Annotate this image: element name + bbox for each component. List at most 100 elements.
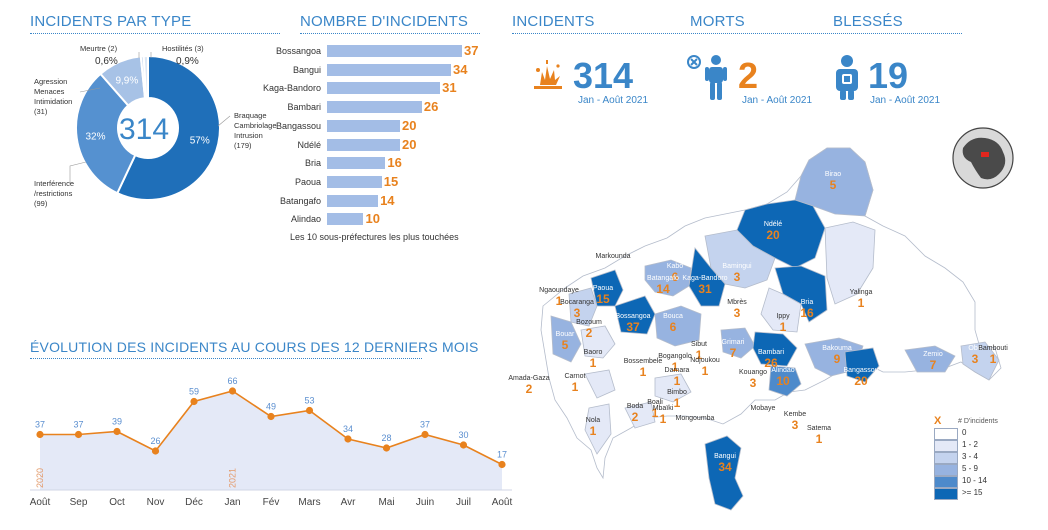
bar — [327, 63, 452, 76]
legend-label: 5 - 9 — [962, 464, 979, 473]
bar-value: 20 — [401, 117, 417, 133]
legend-swatch — [934, 476, 958, 488]
map-legend: 0 1 - 2 3 - 4 5 - 9 10 - 14 >= 15 — [934, 428, 1044, 508]
trend-point — [151, 447, 160, 455]
x-tick-label: Jan — [224, 497, 240, 508]
trend-title: ÉVOLUTION DES INCIDENTS AU COURS DES 12 … — [30, 339, 479, 355]
map-region-count: 1 — [590, 356, 597, 370]
donut-callout-label: Intrusion — [234, 131, 263, 140]
map-region-name: Damara — [665, 367, 690, 374]
map-region-name: Yalinga — [850, 289, 873, 296]
donut-pct-label: 32% — [86, 131, 106, 142]
bar-label: Bambari — [287, 102, 321, 113]
map-region-count: 37 — [626, 320, 640, 334]
trend-data-label: 39 — [112, 417, 122, 427]
x-tick-label: Juin — [416, 497, 434, 508]
trend-title-divider — [30, 358, 422, 359]
map-region-count: 20 — [766, 228, 780, 242]
map-labels: Birao5Ndélé20MarkoundaKabo6Bamingui3Yali… — [508, 171, 1008, 474]
incident-type-donut: 57% 32% 9,9% 314 BraquageCambriolageIntrusio… — [34, 44, 277, 208]
trend-point — [74, 430, 83, 439]
map-region-name: Bouar — [556, 331, 575, 338]
trend-data-label: 37 — [420, 420, 430, 430]
map-region-name: Batangafo — [647, 275, 679, 282]
trend-data-label: 37 — [35, 420, 45, 430]
trend-point — [344, 435, 352, 443]
map-region-count: 1 — [660, 412, 667, 426]
map-region-name: Bossangoa — [615, 313, 650, 320]
donut-pct-label: 9,9% — [115, 75, 138, 86]
legend-label: 10 - 14 — [962, 476, 987, 485]
map-region-name: Nola — [586, 417, 601, 424]
map-region-count: 2 — [586, 326, 593, 340]
bar — [327, 119, 400, 132]
trend-data-label: 17 — [497, 450, 507, 460]
x-tick-label: Juil — [456, 497, 471, 508]
bar-value: 15 — [383, 173, 399, 189]
map-region-count: 1 — [572, 380, 579, 394]
map-region-name: Satema — [807, 425, 831, 432]
year-label: 2021 — [228, 468, 238, 488]
map-region-name: Ngaoundaye — [539, 287, 579, 294]
map-region-name: Bouca — [663, 313, 683, 320]
bar — [327, 175, 382, 188]
map-region-name: Paoua — [593, 285, 613, 292]
bar-value: 16 — [387, 155, 402, 171]
bars-caption: Les 10 sous-préfectures les plus touchée… — [290, 232, 459, 242]
map-region-name: Boali — [647, 399, 663, 406]
bar — [327, 82, 441, 95]
donut-callout-label: 0,6% — [95, 56, 118, 67]
donut-callout-label: Hostilités (3) — [162, 44, 204, 53]
map-region-count: 1 — [652, 406, 659, 420]
map-region-name: Mbaïki — [653, 405, 674, 412]
trend-data-label: 28 — [381, 433, 391, 443]
map-region-count: 3 — [734, 306, 741, 320]
donut-leader-line — [69, 161, 87, 184]
bar-value: 34 — [453, 61, 468, 77]
bar-label: Alindao — [290, 214, 321, 225]
kpi-incidents-title: INCIDENTS — [512, 13, 595, 30]
donut-slice — [142, 54, 149, 100]
map-region-count: 9 — [834, 352, 841, 366]
map-region-count: 14 — [656, 282, 670, 296]
donut-callout-label: (179) — [234, 141, 252, 150]
bar-label: Bangui — [292, 64, 321, 75]
donut-callout-label: Intimidation — [34, 97, 72, 106]
legend-marker-x: X — [934, 415, 942, 427]
kpi-title-divider — [512, 33, 962, 34]
map-region-count: 5 — [830, 178, 837, 192]
x-tick-label: Fév — [263, 497, 280, 508]
legend-swatch — [934, 428, 958, 440]
trend-point — [113, 427, 121, 436]
trend-point — [421, 430, 429, 439]
map-region-count: 26 — [764, 356, 778, 370]
map-region-count: 2 — [526, 382, 533, 396]
map-region-name: Bangui — [714, 453, 736, 460]
x-tick-label: Août — [30, 497, 51, 508]
map-region-count: 1 — [674, 374, 681, 388]
legend-label: >= 15 — [962, 488, 983, 497]
map-region-name: Carnot — [564, 373, 585, 380]
map-region-name: Markounda — [595, 253, 630, 260]
donut-leader-line — [79, 87, 101, 93]
map-region-count: 34 — [718, 460, 732, 474]
explosion-icon — [534, 60, 562, 89]
types-title-divider — [30, 33, 280, 34]
map-region-count: 1 — [858, 296, 865, 310]
map-region-count: 1 — [590, 424, 597, 438]
map-region-name: Kouango — [739, 369, 767, 376]
bar — [327, 157, 386, 170]
map-region-count: 1 — [702, 364, 709, 378]
legend-label: 0 — [962, 428, 967, 437]
country-outline — [540, 147, 1002, 511]
map-region-name: Mongoumba — [676, 415, 715, 422]
trend-point — [459, 441, 468, 449]
x-tick-label: Déc — [185, 497, 203, 508]
map-region-name: Ippy — [776, 313, 790, 320]
map-region-name: Bria — [801, 299, 814, 306]
x-tick-label: Août — [492, 497, 513, 508]
kpi-blesses-title: BLESSÉS — [833, 13, 903, 30]
count-title-divider — [300, 33, 480, 34]
map-region-count: 5 — [562, 338, 569, 352]
types-title: INCIDENTS PAR TYPE — [30, 13, 192, 30]
